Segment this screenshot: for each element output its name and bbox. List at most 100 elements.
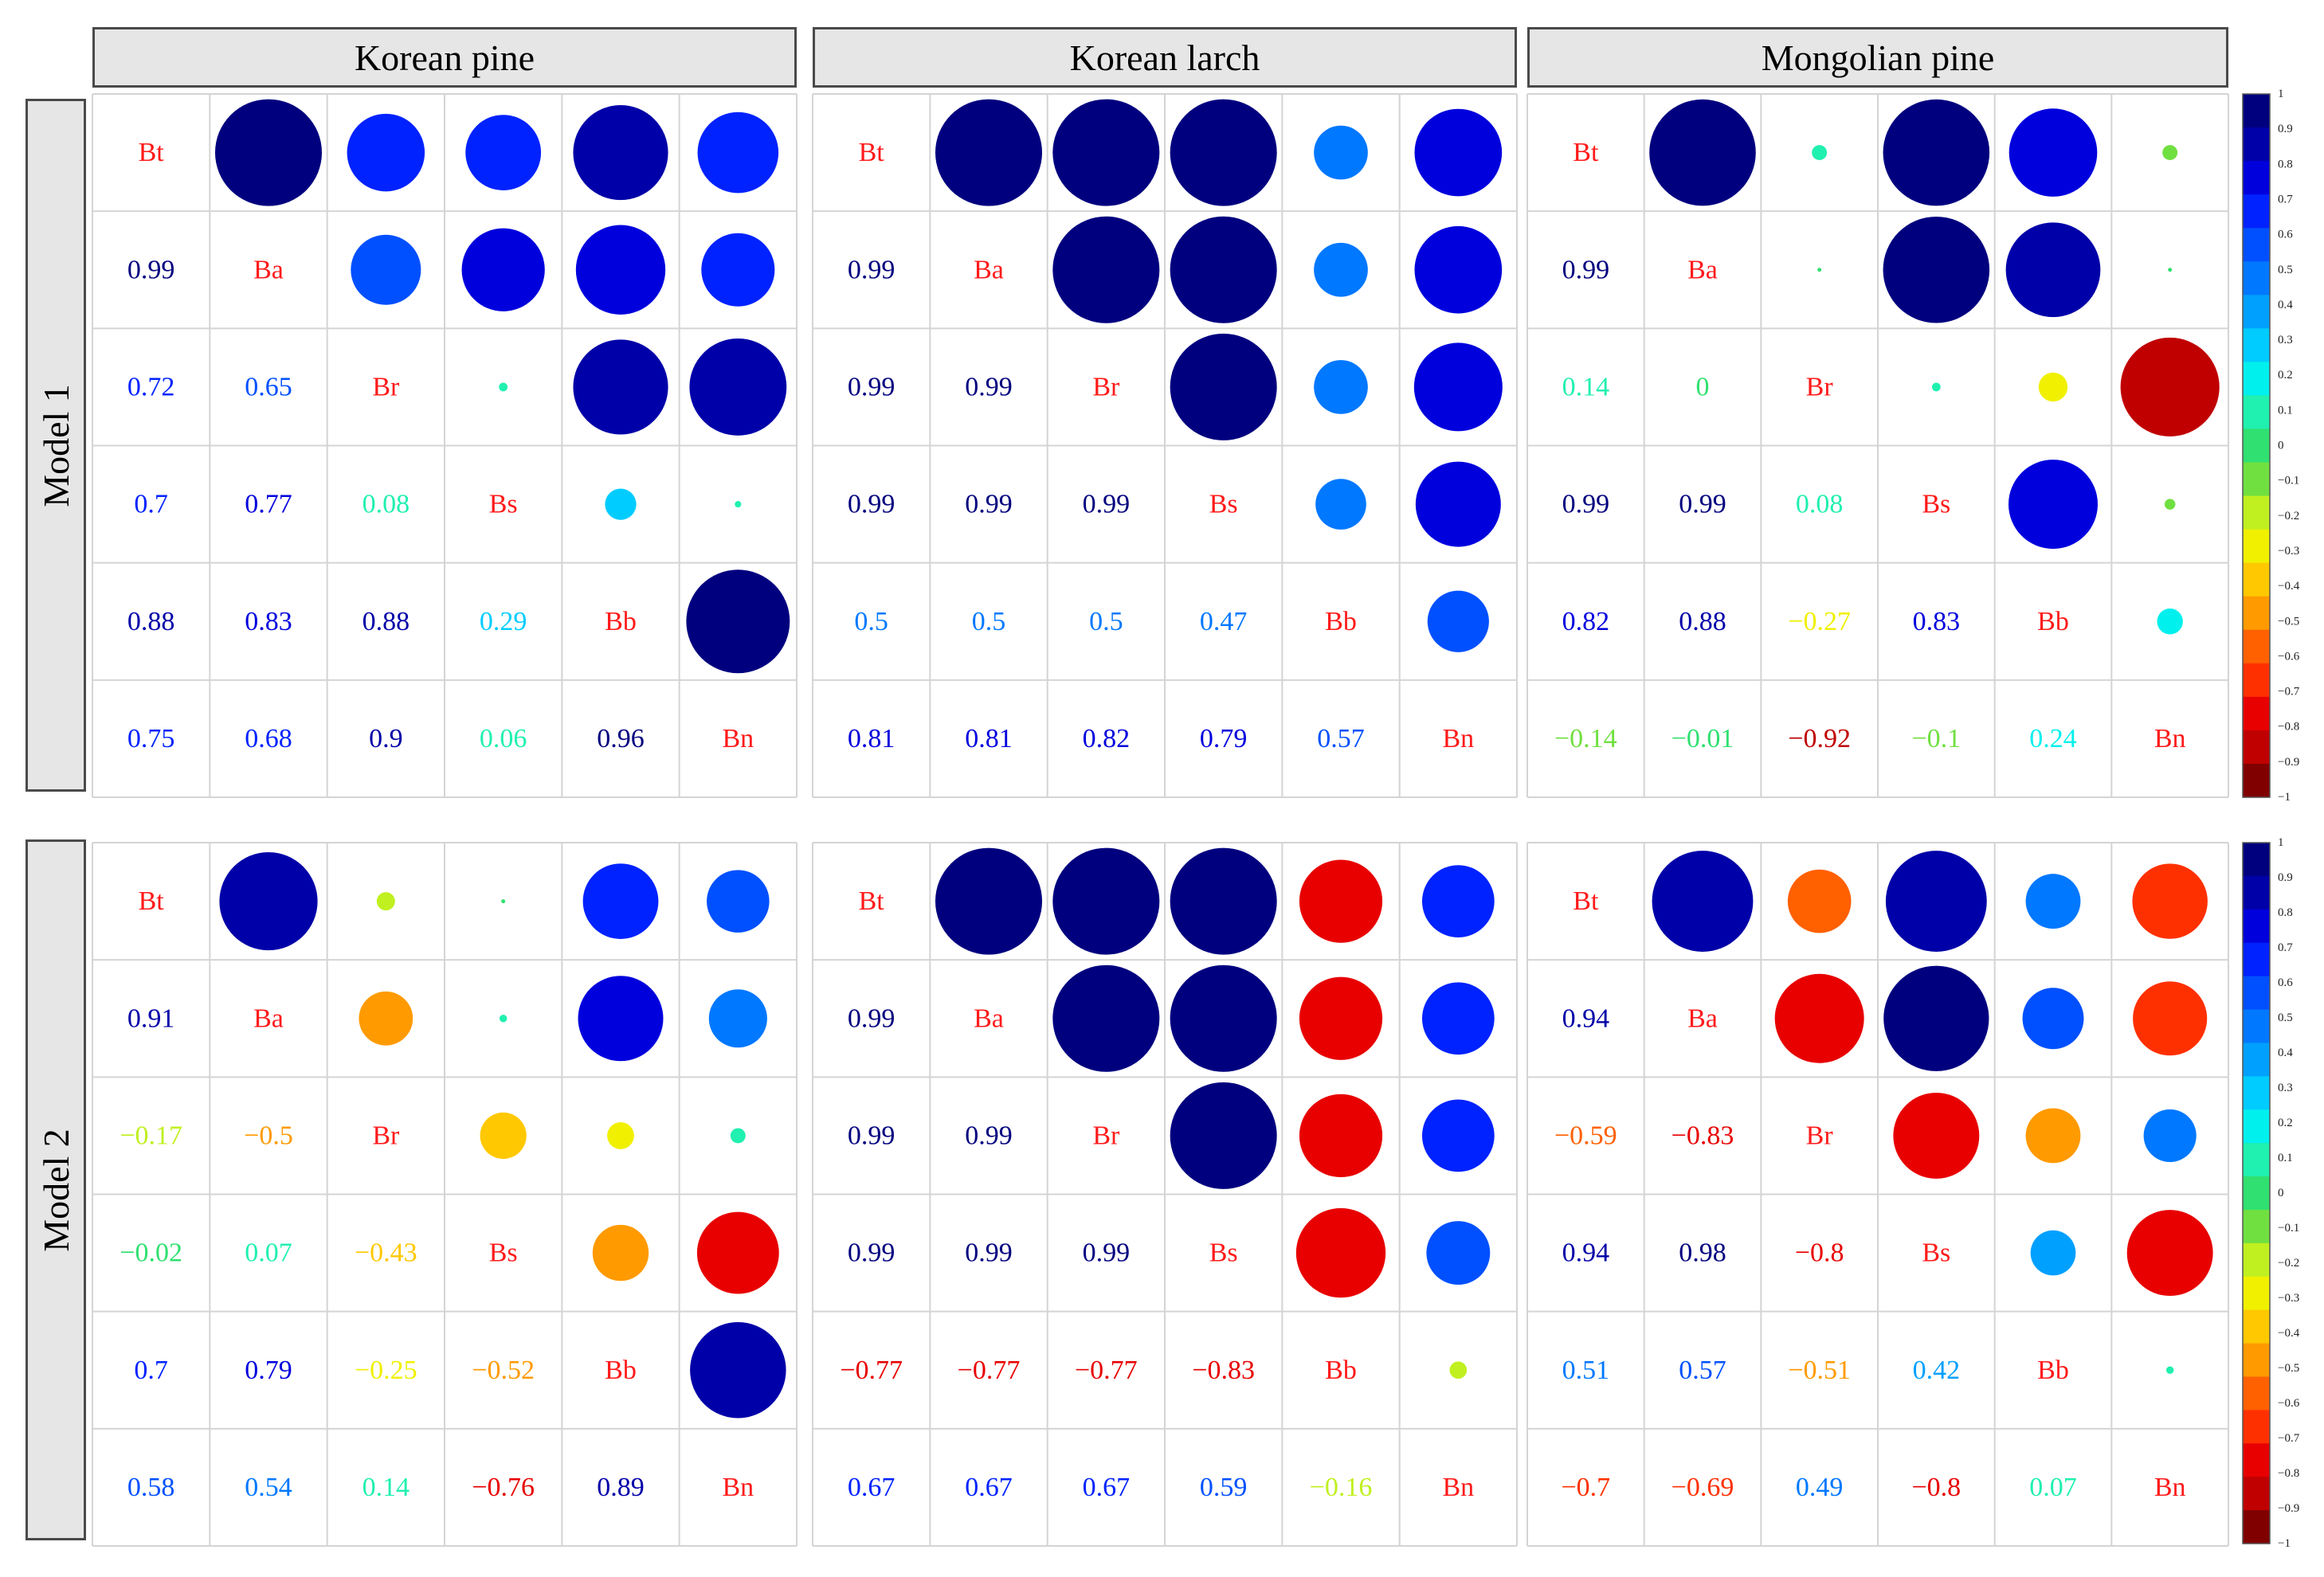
correlation-value-label: 0.99 <box>965 1121 1013 1150</box>
correlation-circle <box>1052 965 1160 1072</box>
correlation-value-label: −0.83 <box>1671 1121 1734 1150</box>
colorbar-tick-label: 0 <box>2278 440 2284 452</box>
correlation-value-label: 0.99 <box>848 255 896 284</box>
colorbar-swatch <box>2243 1309 2270 1344</box>
colorbar-swatch <box>2243 1009 2270 1044</box>
correlation-value-label: −0.52 <box>472 1356 535 1385</box>
correlation-value-label: 0.5 <box>854 607 888 636</box>
correlation-circle <box>1415 461 1501 547</box>
colorbar-tick-label: 0.6 <box>2278 976 2293 989</box>
colorbar-swatch <box>2243 663 2270 698</box>
correlation-circle <box>1170 965 1277 1072</box>
diagonal-variable-label: Bs <box>1209 490 1238 519</box>
correlation-value-label: 0.08 <box>363 490 410 519</box>
correlation-value-label: 0.98 <box>1679 1239 1726 1268</box>
correlation-value-label: 0.99 <box>1679 490 1726 519</box>
colorbar-swatch <box>2243 1477 2270 1511</box>
correlation-value-label: 0.75 <box>127 724 175 753</box>
correlation-circle <box>1299 1094 1383 1178</box>
correlation-circle <box>2038 372 2068 402</box>
correlation-circle <box>607 1121 634 1149</box>
correlation-circle <box>1052 99 1160 206</box>
diagonal-variable-label: Bb <box>2037 607 2069 636</box>
diagonal-variable-label: Bb <box>2037 1356 2069 1385</box>
colorbar-tick-label: −1 <box>2278 1537 2291 1550</box>
correlation-circle <box>347 113 425 192</box>
colorbar-swatch <box>2243 428 2270 464</box>
colorbar-tick-label: 0.9 <box>2278 123 2293 135</box>
correlation-value-label: 0.67 <box>1083 1473 1131 1502</box>
correlation-value-label: −0.43 <box>355 1239 417 1268</box>
diagonal-variable-label: Bn <box>1442 1473 1474 1502</box>
correlation-circle <box>2157 608 2183 635</box>
correlation-circle <box>605 488 637 520</box>
colorbar-swatch <box>2243 362 2270 397</box>
correlation-circle <box>1787 869 1852 933</box>
colorbar-swatch <box>2243 328 2270 362</box>
correlation-value-label: 0.07 <box>245 1239 292 1268</box>
correlation-value-label: 0.82 <box>1083 724 1131 753</box>
colorbar-tick-label: −0.7 <box>2278 686 2300 698</box>
correlation-circle <box>1299 976 1383 1060</box>
correlation-circle <box>2030 1230 2076 1276</box>
correlation-circle <box>1314 242 1368 297</box>
colorbar-swatch <box>2243 763 2270 798</box>
colorbar-tick-label: −0.4 <box>2278 1327 2300 1340</box>
diagonal-variable-label: Bt <box>859 138 885 167</box>
correlation-value-label: 0.88 <box>1679 607 1726 636</box>
colorbar-tick-label: −0.9 <box>2278 756 2299 769</box>
correlation-circle <box>1314 125 1368 180</box>
correlation-circle <box>214 99 323 206</box>
correlation-circle <box>1883 965 1989 1071</box>
correlation-circle <box>1315 479 1366 530</box>
correlation-circle <box>575 225 666 315</box>
diagonal-variable-label: Br <box>1092 372 1120 401</box>
colorbar-tick-label: −0.8 <box>2278 1467 2299 1480</box>
correlation-circle <box>219 851 318 951</box>
colorbar-tick-label: 0 <box>2278 1187 2284 1199</box>
correlation-circle <box>1421 982 1495 1055</box>
correlation-circle <box>935 99 1043 206</box>
correlation-value-label: 0.99 <box>965 372 1013 401</box>
diagonal-variable-label: Bn <box>1442 724 1474 753</box>
correlation-circle <box>1931 382 1941 392</box>
correlation-circle <box>686 569 790 674</box>
correlation-circle <box>1170 216 1277 323</box>
correlation-circle <box>1421 1099 1495 1172</box>
correlation-value-label: −0.83 <box>1192 1356 1255 1385</box>
colorbar: 1 0.9 0.8 0.7 0.6 0.5 0.4 0.3 0.2 0.1 0 −0.1 −0.2 −0.… <box>2242 836 2300 1550</box>
correlation-value-label: 0.99 <box>848 1239 896 1268</box>
colorbar-tick-label: −0.5 <box>2278 1362 2299 1375</box>
colorbar-swatch <box>2243 629 2270 664</box>
correlation-value-label: 0.91 <box>127 1004 175 1033</box>
colorbar-tick-label: −0.4 <box>2278 580 2300 593</box>
colorbar-swatch <box>2243 1242 2270 1278</box>
correlation-circle <box>2009 108 2098 197</box>
correlation-value-label: 0.29 <box>480 607 527 636</box>
correlation-circle <box>465 115 542 190</box>
correlation-circle <box>707 870 770 933</box>
correlation-circle <box>2022 988 2084 1050</box>
correlation-value-label: −0.8 <box>1911 1473 1961 1502</box>
correlation-value-label: −0.8 <box>1795 1239 1844 1268</box>
correlation-value-label: 0.83 <box>245 607 292 636</box>
correlation-circle <box>573 339 668 435</box>
correlation-circle <box>1427 590 1489 652</box>
correlation-value-label: 0.7 <box>134 1356 168 1385</box>
colorbar-tick-label: −0.2 <box>2278 1257 2299 1270</box>
correlation-value-label: 0.99 <box>1083 1239 1131 1268</box>
correlation-panel: Bt 0.94 Ba −0.59 −0.83 Br 0.94 0.98 −0.8 Bs 0.51 0.… <box>1526 842 2229 1547</box>
diagonal-variable-label: Ba <box>1687 1004 1718 1033</box>
colorbar-swatch <box>2243 1109 2270 1144</box>
correlation-value-label: −0.69 <box>1671 1473 1734 1502</box>
correlation-circle <box>708 989 767 1048</box>
colorbar-swatch <box>2243 562 2270 597</box>
correlation-value-label: −0.27 <box>1788 607 1851 636</box>
correlation-circle <box>1295 1207 1386 1298</box>
colorbar-swatch <box>2243 495 2270 530</box>
correlation-value-label: 0.07 <box>2029 1473 2077 1502</box>
diagonal-variable-label: Bs <box>489 490 518 519</box>
correlation-value-label: 0.67 <box>965 1473 1013 1502</box>
colorbar-tick-label: 0.3 <box>2278 1082 2293 1094</box>
